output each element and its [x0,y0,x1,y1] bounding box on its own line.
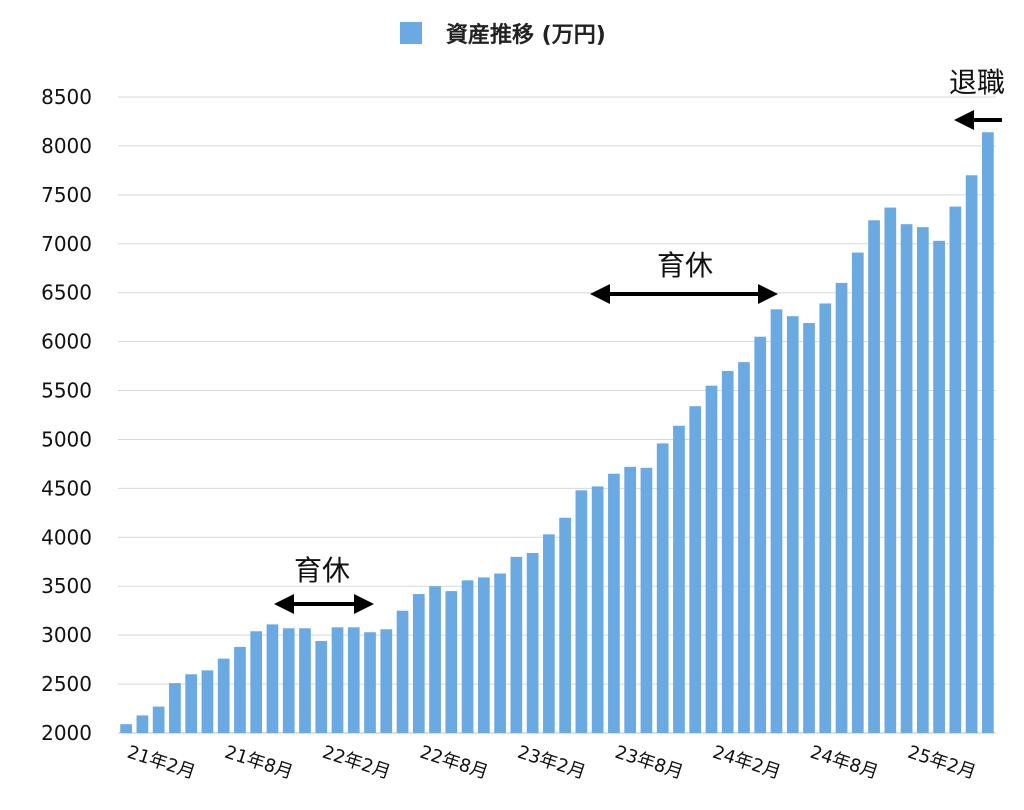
bar [510,556,523,733]
retire-arrow [954,110,1002,130]
bar [201,670,214,733]
bar [461,580,474,733]
bar [900,224,913,733]
bar [136,715,149,733]
bar [786,316,799,733]
y-tick-label: 4500 [41,476,92,500]
bar [169,683,181,733]
bars [120,132,994,734]
x-tick-label: 22年8月 [417,742,490,784]
bar [185,674,198,733]
bar [721,370,734,733]
x-tick-label: 23年2月 [515,742,588,784]
bar [477,577,490,733]
bar [656,443,669,733]
y-tick-label: 7000 [41,232,92,256]
bar [364,632,376,733]
y-tick-label: 4000 [41,525,92,549]
bar [494,573,506,733]
bar [250,631,263,733]
y-tick-label: 3000 [41,623,92,647]
legend-label: 資産推移 (万円) [446,23,606,48]
x-axis-ticks: 21年2月 21年8月 22年2月 22年8月 23年2月 23年8月 24年2月 24年8月… [125,742,979,784]
y-tick-label: 5000 [41,427,92,451]
bar [429,586,441,733]
y-tick-label: 2000 [41,721,92,745]
bar [217,658,230,733]
bar [152,706,165,733]
bar [916,227,929,734]
bar [965,175,978,733]
y-tick-label: 5500 [41,379,92,403]
bar [347,627,360,733]
bar [575,490,588,733]
bar [819,303,832,733]
bar [380,629,393,733]
bar [608,473,620,733]
y-tick-label: 3500 [41,574,92,598]
bar [543,534,555,733]
bar [282,628,295,733]
bar [868,220,880,734]
y-tick-label: 6000 [41,330,92,354]
bar [624,466,637,733]
bar [331,627,344,733]
x-tick-label: 22年2月 [320,742,393,784]
x-tick-label: 21年2月 [125,742,198,784]
bar [234,646,246,733]
y-tick-label: 8000 [41,134,92,158]
bar [933,240,945,733]
bar [526,552,539,733]
x-tick-label: 24年8月 [807,742,880,784]
annotation-leave-1: 育休 [294,554,350,587]
bar [884,207,897,733]
bar [673,425,685,733]
bar [803,323,815,733]
bar [851,252,864,733]
bar [949,206,962,733]
annotations: 育休 育休 退職 [274,66,1005,614]
bar [982,132,994,733]
bar [835,282,848,733]
bar [754,336,767,733]
bar [445,591,458,733]
y-tick-label: 6500 [41,281,92,305]
bar [315,641,328,733]
bar [299,628,311,733]
bar [689,406,702,733]
legend-swatch [400,22,422,44]
leave-1-arrow [274,594,374,614]
bar [591,486,604,733]
bar [559,517,571,733]
bar [770,309,783,733]
y-tick-label: 8500 [41,85,92,109]
y-axis-ticks: 2000 2500 3000 3500 4000 4500 5000 5500 6000 6500… [41,85,92,745]
bar [738,362,750,733]
x-tick-label: 24年2月 [710,742,783,784]
bar [412,594,425,733]
bar [640,467,653,733]
bar [120,724,132,733]
legend: 資産推移 (万円) [400,18,606,48]
annotation-leave-2: 育休 [657,249,713,282]
annotation-retire: 退職 [949,66,1005,99]
leave-2-arrow [590,284,778,304]
bar [266,624,279,733]
y-tick-label: 2500 [41,672,92,696]
bar [396,610,409,733]
x-tick-label: 25年2月 [905,742,978,784]
x-tick-label: 21年8月 [222,742,295,784]
x-tick-label: 23年8月 [612,742,685,784]
gridlines [118,96,996,734]
y-tick-label: 7500 [41,183,92,207]
bar [705,385,718,733]
